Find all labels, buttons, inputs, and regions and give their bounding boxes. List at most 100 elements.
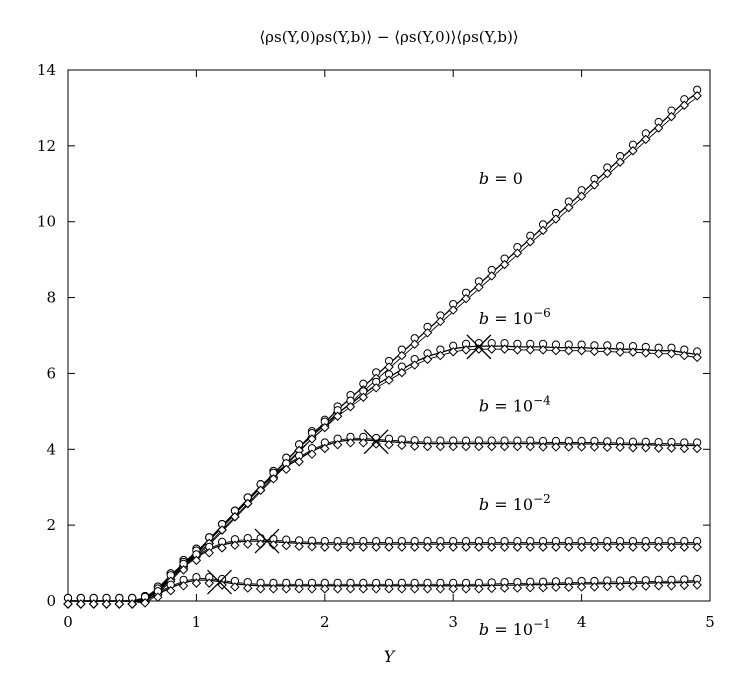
curve-annotation: b = 0: [479, 169, 523, 188]
diamond-marker: [474, 344, 484, 354]
diamond-marker: [320, 584, 330, 594]
diamond-marker: [384, 542, 394, 552]
diamond-marker: [499, 441, 510, 452]
y-tick-label: 14: [37, 61, 56, 79]
diamond-marker: [564, 345, 574, 356]
diamond-marker: [551, 442, 561, 452]
diamond-marker: [307, 434, 317, 444]
diamond-marker: [307, 449, 317, 459]
diamond-marker: [384, 362, 394, 372]
diamond-marker: [140, 598, 150, 608]
diamond-marker: [679, 100, 690, 110]
series-line: [68, 92, 698, 602]
diamond-marker: [692, 352, 702, 363]
diamond-marker: [448, 347, 458, 357]
diamond-marker: [461, 293, 471, 304]
diamond-marker: [204, 548, 214, 558]
diamond-marker: [538, 225, 548, 236]
diamond-marker: [525, 345, 535, 355]
diamond-marker: [512, 583, 523, 593]
diamond-marker: [397, 440, 407, 451]
diamond-marker: [191, 555, 202, 566]
diamond-marker: [564, 542, 574, 552]
diamond-marker: [628, 443, 638, 453]
diamond-marker: [114, 599, 125, 609]
diamond-marker: [615, 581, 625, 592]
diamond-marker: [692, 91, 702, 101]
diamond-marker: [692, 542, 702, 552]
diamond-marker: [409, 441, 420, 451]
y-tick-label: 10: [37, 213, 56, 231]
diamond-marker: [538, 542, 548, 552]
curve-annotations: b = 0 b = 10−6 b = 10−4 b = 10−2 b = 10−1: [479, 169, 551, 639]
curve-annotation: b = 10−1: [479, 617, 551, 639]
diamond-marker: [628, 581, 638, 591]
diamond-marker: [422, 584, 433, 594]
diamond-marker: [435, 584, 446, 594]
diamond-marker: [512, 345, 523, 355]
max-crosses: [207, 334, 492, 595]
series-line-companion: [68, 348, 698, 603]
diamond-marker: [422, 328, 433, 338]
diamond-marker: [551, 542, 561, 552]
diamond-marker: [178, 581, 189, 591]
diamond-marker: [641, 581, 651, 591]
diamond-marker: [692, 443, 702, 454]
diamond-marker: [564, 582, 574, 593]
x-axis-label: Y: [384, 647, 396, 666]
diamond-marker: [653, 123, 664, 133]
diamond-marker: [63, 599, 73, 609]
diamond-marker: [512, 441, 523, 452]
diamond-marker: [166, 586, 176, 596]
diamond-marker: [307, 542, 317, 552]
diamond-marker: [217, 525, 227, 535]
diamond-marker: [641, 348, 651, 358]
diamond-marker: [628, 542, 638, 552]
diamond-marker: [268, 584, 279, 594]
diamond-marker: [371, 439, 381, 449]
diamond-marker: [589, 180, 600, 190]
diamond-marker: [230, 582, 240, 592]
data-curves: [68, 92, 698, 605]
diamond-marker: [589, 542, 600, 552]
diamond-marker: [602, 346, 612, 357]
diamond-marker: [628, 347, 638, 357]
diamond-marker: [499, 344, 510, 354]
y-tick-label: 12: [37, 137, 56, 155]
plot-area: [67, 69, 711, 602]
diamond-marker: [320, 443, 330, 454]
diamond-marker: [538, 345, 548, 355]
diamond-marker: [332, 439, 343, 450]
diamond-marker: [679, 580, 690, 591]
x-tick-label: 0: [63, 613, 73, 631]
diamond-marker: [397, 542, 407, 552]
diamond-marker: [409, 339, 420, 349]
x-tick-label: 5: [705, 613, 715, 631]
diamond-marker: [602, 581, 612, 592]
y-tick-label: 2: [46, 516, 56, 534]
diamond-marker: [679, 443, 690, 454]
diamond-marker: [525, 582, 535, 593]
diamond-marker: [474, 282, 484, 293]
diamond-marker: [461, 441, 471, 452]
diamond-marker: [615, 442, 625, 453]
diamond-marker: [268, 540, 279, 550]
diamond-marker: [397, 367, 407, 378]
diamond-marker: [576, 191, 587, 201]
diamond-marker: [358, 392, 369, 402]
diamond-marker: [615, 542, 625, 552]
diamond-marker: [653, 542, 664, 552]
diamond-marker: [243, 498, 253, 509]
cross-marker: [254, 528, 280, 554]
diamond-marker: [448, 305, 458, 315]
diamond-marker: [551, 214, 561, 224]
diamond-marker: [564, 202, 574, 213]
diamond-marker: [499, 259, 510, 270]
diamond-marker: [281, 540, 291, 551]
chart-title: ⟨ρs(Y,0)ρs(Y,b)⟩ − ⟨ρs(Y,0)⟩⟨ρs(Y,b)⟩: [259, 28, 518, 46]
diamond-marker: [615, 347, 625, 357]
diamond-marker: [320, 422, 330, 433]
diamond-marker: [332, 584, 343, 594]
